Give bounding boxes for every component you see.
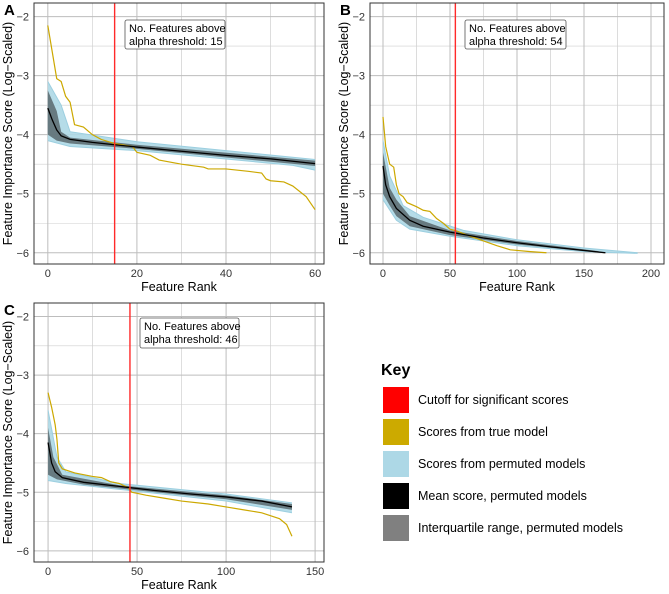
permuted-model-line [382,140,638,254]
y-tick-label: −5 [16,487,29,499]
y-tick-label: −2 [16,311,29,323]
legend-title: Key [381,362,410,379]
legend-swatch [383,419,409,445]
y-tick-label: −3 [16,370,29,382]
annotation-line-2: alpha threshold: 54 [469,36,563,48]
permuted-model-line [382,199,638,254]
mean-line [382,165,606,254]
annotation-line-1: No. Features above [144,321,241,333]
legend-label: Cutoff for significant scores [418,393,569,407]
x-axis-label: Feature Rank [479,280,555,294]
y-tick-label: −3 [16,71,29,83]
legend-swatch [383,483,409,509]
legend: Key Cutoff for significant scores Scores f… [381,362,623,541]
panel-letter: B [340,2,351,19]
legend-swatch [383,515,409,541]
x-tick-label: 0 [45,566,51,578]
panel-b: 0 50 100 150 200 −2 −3 −4 −5 −6 No. Features above… [337,2,665,294]
mean-line [47,107,316,165]
y-axis-label: Feature Importance Score (Log−Scaled) [1,22,15,245]
x-tick-label: 50 [131,566,143,578]
permuted-model-line [47,480,293,514]
annotation-line-2: alpha threshold: 46 [144,334,238,346]
true-model-line [47,25,316,211]
x-tick-label: 0 [45,268,51,280]
panel-letter: C [4,302,15,319]
y-tick-label: −4 [16,130,29,142]
x-tick-label: 50 [444,268,456,280]
y-tick-label: −4 [352,130,365,142]
annotation-line-2: alpha threshold: 15 [129,36,223,48]
legend-label: Scores from permuted models [418,457,585,471]
x-tick-label: 100 [217,566,235,578]
permuted-model-line [47,410,293,504]
x-tick-label: 200 [642,268,660,280]
x-tick-label: 40 [220,268,232,280]
y-tick-label: −6 [352,248,365,260]
mean-line [47,442,293,508]
legend-swatch [383,387,409,413]
x-tick-label: 60 [309,268,321,280]
true-model-line [47,392,293,537]
y-axis-label: Feature Importance Score (Log−Scaled) [1,321,15,544]
y-tick-label: −6 [16,248,29,260]
panel-border [33,2,325,265]
annotation-box [464,19,567,50]
x-tick-label: 150 [306,566,324,578]
x-tick-label: 0 [380,268,386,280]
y-tick-label: −5 [16,189,29,201]
permuted-model-line [47,81,316,160]
permuted-scores-band [382,140,638,254]
annotation-line-1: No. Features above [129,23,226,35]
y-tick-label: −3 [352,71,365,83]
legend-swatch [383,451,409,477]
y-axis-label: Feature Importance Score (Log−Scaled) [337,22,351,245]
x-axis-label: Feature Rank [141,280,217,294]
x-tick-label: 150 [575,268,593,280]
annotation-box [139,317,240,349]
panel-c: 0 50 100 150 −2 −3 −4 −5 −6 No. Features abovealp… [1,302,325,592]
legend-label: Interquartile range, permuted models [418,521,623,535]
y-tick-label: −2 [352,12,365,24]
panel-border [369,2,665,265]
permuted-scores-band [48,410,292,513]
legend-label: Mean score, permuted models [418,489,587,503]
y-tick-label: −4 [16,429,29,441]
y-tick-label: −6 [16,546,29,558]
annotation-line-1: No. Features above [469,23,566,35]
y-tick-label: −2 [16,12,29,24]
x-axis-label: Feature Rank [141,578,217,592]
iqr-band [382,152,606,254]
y-tick-label: −5 [352,189,365,201]
permuted-model-line [47,140,316,171]
panel-border [33,302,325,563]
panel-letter: A [4,2,15,19]
panel-a: 0 20 40 60 −2 −3 −4 −5 −6 No. Features abovealpha… [1,2,325,294]
true-model-line [382,116,547,254]
x-tick-label: 20 [131,268,143,280]
legend-label: Scores from true model [418,425,548,439]
annotation-box [124,19,226,50]
x-tick-label: 100 [508,268,526,280]
